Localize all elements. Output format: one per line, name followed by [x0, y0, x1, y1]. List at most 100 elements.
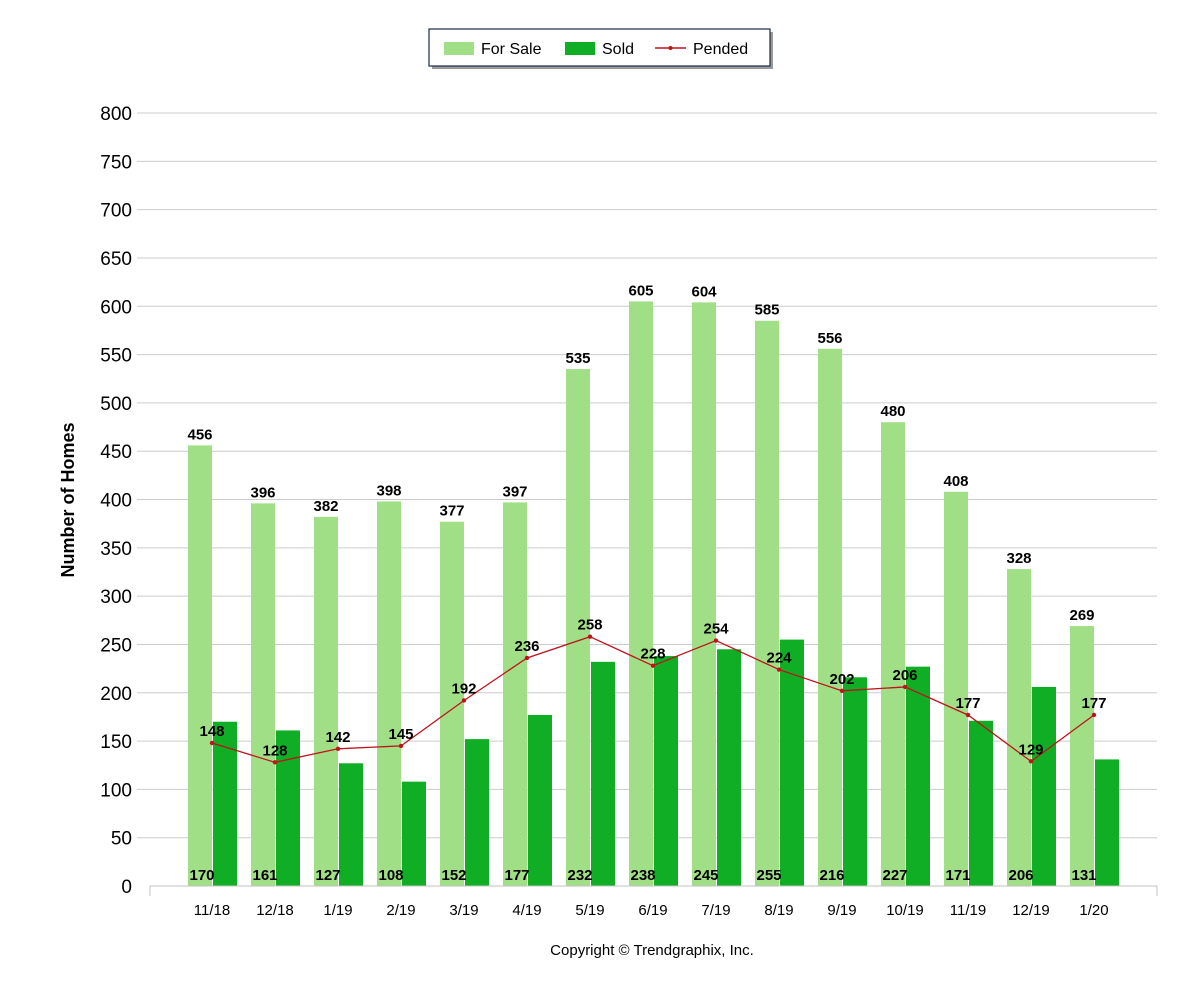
pended-line	[209, 634, 1097, 765]
y-tick-label: 750	[100, 152, 132, 173]
label-sold: 255	[756, 867, 781, 884]
label-for-sale: 377	[439, 503, 464, 520]
y-tick-label: 450	[100, 442, 132, 463]
x-tick-label: 10/19	[886, 902, 924, 919]
label-pended: 129	[1018, 741, 1043, 758]
bar-sold	[1032, 686, 1056, 886]
label-sold: 216	[819, 867, 844, 884]
label-sold: 108	[378, 867, 403, 884]
bar-sold	[906, 666, 930, 886]
y-tick-label: 650	[100, 249, 132, 270]
pended-point	[713, 638, 719, 643]
pended-point	[209, 740, 215, 746]
y-tick-label: 550	[100, 346, 132, 367]
label-for-sale: 535	[565, 350, 590, 367]
copyright-footer: Copyright © Trendgraphix, Inc.	[550, 942, 754, 959]
label-sold: 232	[567, 867, 592, 884]
legend-box	[428, 28, 771, 67]
label-sold: 238	[630, 867, 655, 884]
x-tick-label: 6/19	[638, 902, 667, 919]
label-sold: 227	[882, 867, 907, 884]
x-tick-label: 3/19	[449, 902, 478, 919]
x-tick-label: 1/19	[323, 902, 352, 919]
bar-sold	[717, 649, 741, 886]
label-for-sale: 328	[1006, 550, 1031, 567]
bar-for-sale	[314, 516, 338, 886]
x-tick-label: 12/18	[256, 902, 294, 919]
legend-swatch-sold	[565, 42, 595, 55]
label-pended: 192	[451, 680, 476, 697]
y-tick-label: 150	[100, 732, 132, 753]
label-sold: 177	[504, 867, 529, 884]
bar-sold	[276, 730, 300, 886]
y-axis-ticks: 0 50 100 150 200 250 300 350 400 450 500 550 600 650 7…	[100, 104, 132, 898]
y-tick-label: 100	[100, 780, 132, 801]
bar-sold	[1095, 759, 1119, 886]
pended-point	[272, 760, 278, 765]
y-tick-label: 50	[111, 829, 132, 850]
bar-for-sale	[1007, 569, 1031, 886]
y-tick-label: 700	[100, 201, 132, 222]
y-tick-label: 300	[100, 587, 132, 608]
label-pended: 228	[640, 646, 665, 663]
pended-point	[587, 634, 593, 639]
y-tick-label: 400	[100, 491, 132, 512]
label-pended: 142	[325, 729, 350, 746]
label-for-sale: 585	[754, 302, 779, 319]
pended-point	[1028, 759, 1034, 764]
bar-for-sale	[629, 301, 653, 886]
x-tick-label: 9/19	[827, 902, 856, 919]
label-pended: 128	[262, 742, 287, 759]
legend-swatch-for-sale	[444, 42, 474, 55]
label-for-sale: 408	[943, 473, 968, 490]
label-sold: 161	[252, 867, 277, 884]
label-pended: 177	[1081, 695, 1106, 712]
pended-point	[965, 712, 971, 718]
legend: For Sale Sold Pended	[428, 28, 773, 69]
label-for-sale: 398	[376, 482, 401, 499]
pended-point	[839, 688, 845, 694]
x-axis	[149, 885, 1158, 896]
label-pended: 177	[955, 695, 980, 712]
label-pended: 236	[514, 638, 539, 655]
bar-sold	[654, 656, 678, 886]
legend-swatch-pended-marker	[668, 46, 673, 50]
bar-for-sale	[566, 369, 590, 886]
x-axis-ticks: 11/18 12/18 1/19 2/19 3/19 4/19 5/19 6/19 7/19 8/…	[194, 902, 1109, 919]
label-for-sale: 556	[817, 330, 842, 347]
pended-point	[461, 698, 467, 703]
x-tick-label: 11/19	[950, 902, 986, 919]
bar-for-sale	[251, 503, 275, 886]
pended-point	[1091, 712, 1097, 718]
label-pended: 206	[892, 667, 917, 684]
label-sold: 127	[315, 867, 340, 884]
legend-label-pended: Pended	[693, 41, 748, 58]
y-tick-label: 600	[100, 297, 132, 318]
label-for-sale: 397	[502, 483, 527, 500]
pended-point	[650, 663, 656, 668]
pended-point	[776, 667, 782, 672]
bar-sold	[339, 763, 363, 886]
pended-point	[524, 655, 530, 661]
label-for-sale: 605	[628, 282, 653, 299]
x-tick-label: 2/19	[386, 902, 415, 919]
bar-sold	[780, 639, 804, 886]
x-tick-label: 7/19	[701, 902, 730, 919]
label-sold: 171	[945, 867, 970, 884]
label-sold: 170	[189, 867, 214, 884]
y-axis-title: Number of Homes	[58, 422, 78, 577]
bar-for-sale	[1070, 626, 1094, 886]
label-pended: 258	[577, 617, 602, 634]
label-for-sale: 269	[1069, 607, 1094, 624]
y-tick-label: 350	[100, 539, 132, 560]
x-tick-label: 12/19	[1012, 902, 1050, 919]
x-tick-label: 4/19	[512, 902, 541, 919]
label-pended: 145	[388, 726, 413, 743]
pended-point	[335, 746, 341, 751]
legend-label-sold: Sold	[602, 41, 634, 58]
data-labels: 456 170 396 161 382 127 398 108 377 152 397 177 535 2…	[187, 282, 1106, 884]
label-pended: 224	[766, 650, 792, 667]
bar-sold	[591, 661, 615, 886]
bar-for-sale	[881, 422, 905, 886]
